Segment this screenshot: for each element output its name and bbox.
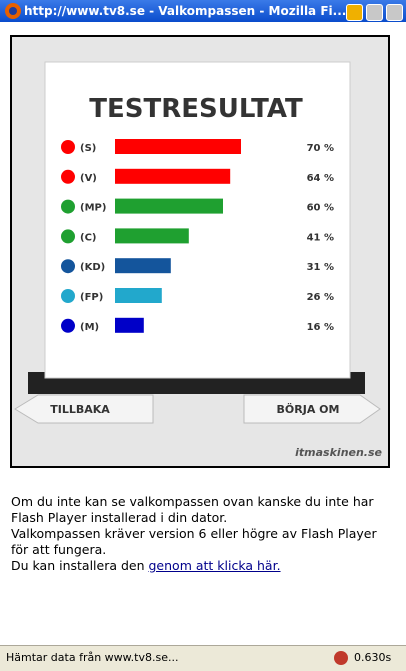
back-button[interactable]	[14, 394, 154, 424]
party-label: (C)	[80, 232, 96, 243]
party-label: (MP)	[80, 203, 106, 214]
value-label: 16 %	[307, 322, 334, 333]
party-icon	[61, 169, 75, 184]
value-label: 60 %	[307, 203, 334, 214]
bar	[115, 228, 189, 244]
value-label: 26 %	[307, 292, 334, 303]
flash-area: TESTRESULTAT TILLBAKA BÖRJA OM itmaskine…	[10, 35, 390, 468]
bar	[115, 317, 144, 333]
notice-line: Flash Player installerad i din dator.	[11, 510, 228, 525]
notice-line: Valkompassen kräver version 6 eller högr…	[11, 526, 377, 541]
close-button[interactable]	[386, 4, 403, 21]
install-prefix: Du kan installera den	[11, 558, 149, 573]
bar	[115, 288, 162, 303]
result-card	[44, 61, 351, 379]
bar	[115, 258, 171, 274]
party-icon	[61, 289, 75, 303]
bar	[115, 139, 241, 154]
maximize-button[interactable]	[366, 4, 383, 21]
party-icon	[61, 259, 75, 274]
party-label: (FP)	[80, 292, 103, 303]
notice-line: Om du inte kan se valkompassen ovan kans…	[11, 494, 374, 509]
status-time: 0.630s	[354, 651, 392, 664]
logo[interactable]: itmaskinen.se	[295, 446, 382, 459]
minimize-button[interactable]	[346, 4, 363, 21]
restart-button[interactable]	[243, 394, 381, 424]
status-bar: Hämtar data från www.tv8.se... 0.630s	[0, 645, 406, 671]
bar	[115, 198, 223, 214]
install-link[interactable]: genom att klicka här.	[148, 558, 281, 573]
party-label: (V)	[80, 173, 97, 184]
status-text: Hämtar data från www.tv8.se...	[6, 651, 179, 664]
window-title: http://www.tv8.se - Valkompassen - Mozil…	[24, 4, 347, 18]
bar	[115, 168, 231, 184]
party-icon	[61, 318, 75, 333]
restart-button-label[interactable]: BÖRJA OM	[277, 402, 340, 416]
value-label: 64 %	[307, 173, 334, 184]
party-icon	[61, 140, 75, 154]
install-line: Du kan installera den genom att klicka h…	[11, 558, 377, 574]
party-icon	[61, 229, 75, 244]
chart-title: TESTRESULTAT	[89, 94, 303, 124]
notice-line: för att fungera.	[11, 542, 107, 557]
back-button-label[interactable]: TILLBAKA	[50, 403, 110, 416]
notice: Om du inte kan se valkompassen ovan kans…	[11, 494, 377, 574]
party-icon	[61, 199, 75, 214]
app-icon	[5, 3, 21, 19]
title-bar: http://www.tv8.se - Valkompassen - Mozil…	[0, 0, 406, 22]
value-label: 31 %	[307, 262, 334, 273]
value-label: 41 %	[307, 232, 334, 243]
party-label: (KD)	[80, 262, 105, 273]
status-icon	[334, 651, 348, 665]
party-label: (M)	[80, 322, 99, 333]
value-label: 70 %	[307, 143, 334, 154]
party-label: (S)	[80, 143, 96, 154]
